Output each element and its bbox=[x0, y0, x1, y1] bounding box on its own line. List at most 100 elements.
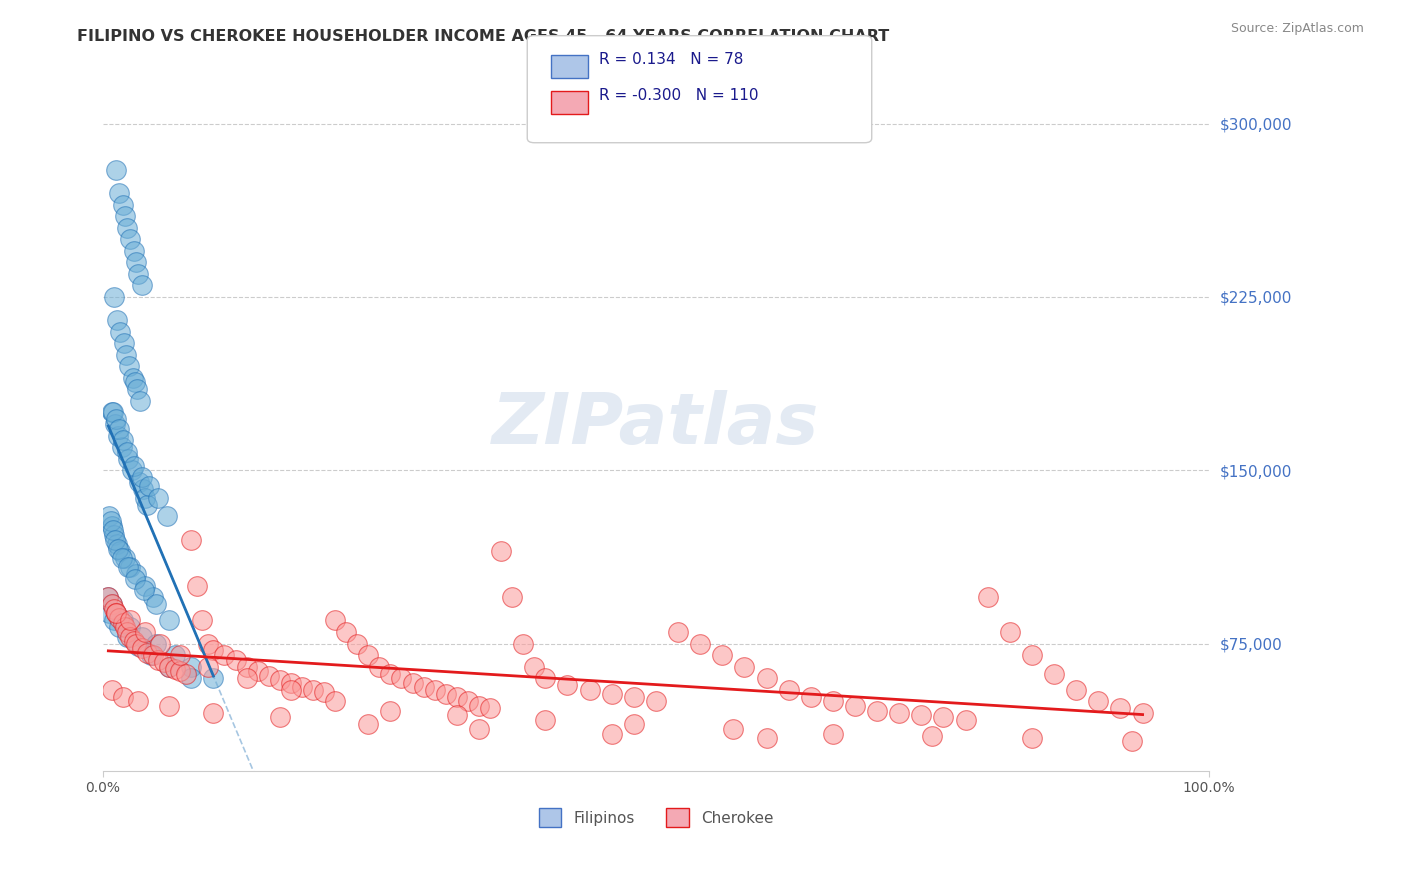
Point bbox=[97, 591, 120, 605]
Point bbox=[257, 669, 280, 683]
Point bbox=[1087, 694, 1109, 708]
Point bbox=[557, 678, 579, 692]
Point bbox=[114, 620, 136, 634]
Point bbox=[821, 694, 844, 708]
Point bbox=[977, 591, 1000, 605]
Point bbox=[755, 731, 778, 746]
Point bbox=[202, 706, 225, 720]
Point bbox=[534, 713, 557, 727]
Point bbox=[107, 541, 129, 556]
Point bbox=[733, 659, 755, 673]
Point bbox=[955, 713, 977, 727]
Point bbox=[115, 444, 138, 458]
Point bbox=[142, 648, 165, 662]
Point bbox=[180, 533, 202, 547]
Point bbox=[335, 624, 357, 639]
Point bbox=[105, 607, 128, 621]
Point bbox=[202, 643, 225, 657]
Point bbox=[1132, 706, 1154, 720]
Point bbox=[110, 325, 132, 339]
Point bbox=[132, 583, 155, 598]
Point bbox=[110, 440, 132, 454]
Point bbox=[512, 636, 534, 650]
Point bbox=[146, 653, 169, 667]
Point bbox=[124, 376, 146, 390]
Point bbox=[103, 602, 125, 616]
Point bbox=[157, 659, 180, 673]
Point bbox=[138, 479, 160, 493]
Text: R = -0.300   N = 110: R = -0.300 N = 110 bbox=[599, 88, 758, 103]
Point bbox=[523, 659, 546, 673]
Point bbox=[269, 710, 291, 724]
Point bbox=[104, 533, 127, 547]
Point bbox=[468, 698, 491, 713]
Point bbox=[120, 232, 142, 246]
Point bbox=[149, 636, 172, 650]
Point bbox=[225, 653, 247, 667]
Point bbox=[423, 682, 446, 697]
Point bbox=[105, 607, 128, 621]
Point bbox=[114, 551, 136, 566]
Point bbox=[214, 648, 236, 662]
Point bbox=[125, 636, 148, 650]
Point bbox=[1121, 733, 1143, 747]
Point bbox=[291, 681, 314, 695]
Point bbox=[146, 491, 169, 505]
Point bbox=[600, 687, 623, 701]
Point bbox=[157, 698, 180, 713]
Point bbox=[380, 666, 402, 681]
Point bbox=[446, 708, 468, 723]
Point bbox=[711, 648, 734, 662]
Point bbox=[1043, 666, 1066, 681]
Point bbox=[755, 671, 778, 685]
Point bbox=[623, 717, 645, 731]
Point bbox=[131, 470, 153, 484]
Point bbox=[118, 359, 141, 374]
Point bbox=[191, 614, 214, 628]
Point bbox=[98, 509, 121, 524]
Point bbox=[910, 708, 932, 723]
Point bbox=[723, 722, 745, 736]
Point bbox=[280, 682, 302, 697]
Point bbox=[100, 514, 122, 528]
Point bbox=[145, 597, 167, 611]
Point bbox=[457, 694, 479, 708]
Point bbox=[115, 220, 138, 235]
Point bbox=[145, 636, 167, 650]
Point bbox=[202, 671, 225, 685]
Point bbox=[235, 659, 257, 673]
Point bbox=[346, 636, 368, 650]
Point bbox=[112, 336, 135, 351]
Point bbox=[122, 458, 145, 473]
Point bbox=[108, 611, 131, 625]
Point bbox=[312, 685, 335, 699]
Point bbox=[131, 278, 153, 293]
Point bbox=[163, 648, 186, 662]
Point bbox=[157, 659, 180, 673]
Text: FILIPINO VS CHEROKEE HOUSEHOLDER INCOME AGES 45 - 64 YEARS CORRELATION CHART: FILIPINO VS CHEROKEE HOUSEHOLDER INCOME … bbox=[77, 29, 890, 44]
Point bbox=[623, 690, 645, 704]
Point bbox=[998, 624, 1021, 639]
Point bbox=[134, 624, 156, 639]
Point bbox=[932, 710, 955, 724]
Point bbox=[105, 162, 128, 177]
Point bbox=[107, 428, 129, 442]
Point bbox=[134, 579, 156, 593]
Point bbox=[1021, 648, 1043, 662]
Point bbox=[98, 607, 121, 621]
Point bbox=[108, 186, 131, 200]
Point bbox=[323, 614, 346, 628]
Text: Source: ZipAtlas.com: Source: ZipAtlas.com bbox=[1230, 22, 1364, 36]
Point bbox=[357, 717, 380, 731]
Point bbox=[921, 729, 943, 743]
Point bbox=[866, 704, 889, 718]
Point bbox=[100, 405, 122, 419]
Point bbox=[117, 451, 139, 466]
Point bbox=[111, 690, 134, 704]
Point bbox=[489, 544, 512, 558]
Point bbox=[357, 648, 380, 662]
Point bbox=[115, 630, 138, 644]
Point bbox=[103, 528, 125, 542]
Point bbox=[101, 524, 124, 538]
Point bbox=[101, 405, 124, 419]
